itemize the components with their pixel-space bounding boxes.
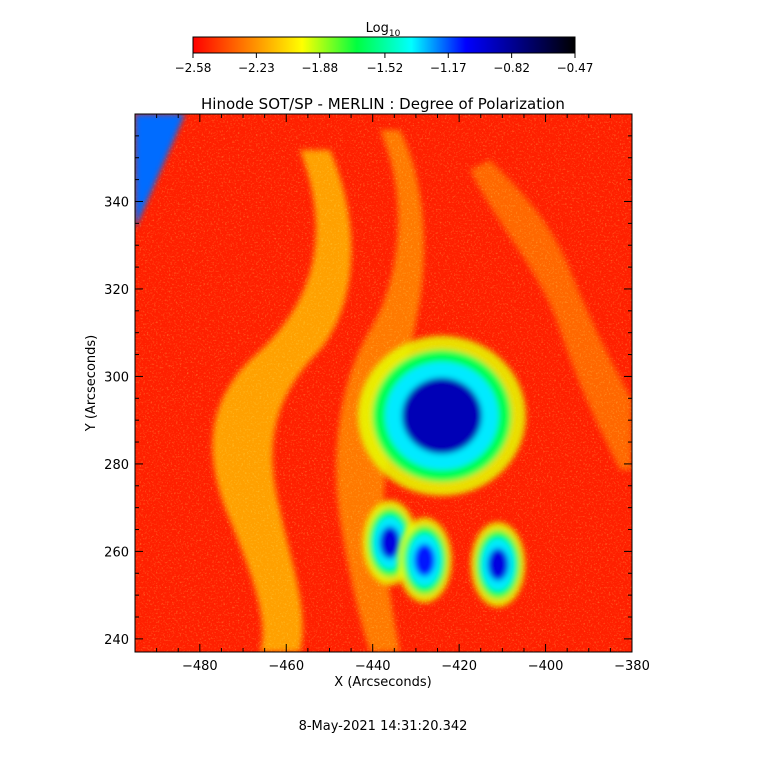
colorbar-tick-label: −2.58: [175, 61, 212, 75]
colorbar-tick-label: −1.88: [301, 61, 338, 75]
colorbar-tick-label: −2.23: [238, 61, 275, 75]
x-tick-label: −440: [355, 659, 391, 674]
pore-feature: [397, 517, 452, 603]
colorbar: Log10 −2.58 −2.23 −1.88 −1.52 −1.17 −0.82 −0.4…: [175, 21, 594, 75]
y-tick-label: 260: [104, 545, 129, 560]
timestamp: 8-May-2021 14:31:20.342: [299, 719, 468, 734]
colorbar-label-subscript: 10: [389, 29, 401, 39]
heatmap: [135, 114, 632, 652]
feature-contour: [401, 377, 482, 454]
x-axis-label: X (Arcseconds): [334, 675, 431, 690]
y-axis: 240 260 280 300 320 340: [104, 135, 632, 648]
x-tick-label: −420: [441, 659, 477, 674]
y-tick-label: 340: [104, 195, 129, 210]
x-axis: −480 −460 −440 −420 −400 −380: [134, 114, 650, 674]
pore-feature: [470, 522, 526, 608]
x-tick-label: −380: [614, 659, 650, 674]
pore-feature: [362, 500, 418, 586]
limb-shape: [135, 114, 185, 229]
y-tick-label: 320: [104, 283, 129, 298]
colorbar-tick-label: −1.17: [430, 61, 467, 75]
feature-contour: [414, 543, 435, 577]
colorbar-label: Log10: [366, 21, 401, 39]
y-tick-label: 240: [104, 633, 129, 648]
features-layer: [135, 114, 526, 608]
limb-feature: [135, 114, 185, 229]
x-tick-label: −480: [182, 659, 218, 674]
colorbar-tick-label: −0.82: [493, 61, 530, 75]
y-tick-label: 280: [104, 458, 129, 473]
chart-title: Hinode SOT/SP - MERLIN : Degree of Polar…: [201, 95, 565, 113]
colorbar-ticks: −2.58 −2.23 −1.88 −1.52 −1.17 −0.82 −0.47: [175, 53, 594, 75]
feature-contour: [487, 548, 509, 581]
umbra-feature: [357, 335, 526, 496]
x-tick-label: −460: [268, 659, 304, 674]
feature-contour: [379, 526, 401, 559]
x-tick-label: −400: [528, 659, 564, 674]
colorbar-strip: [192, 36, 576, 54]
colorbar-tick-label: −0.47: [557, 61, 594, 75]
plot-frame: [134, 113, 633, 653]
y-tick-label: 300: [104, 370, 129, 385]
y-axis-label: Y (Arcseconds): [84, 335, 99, 432]
colorbar-tick-label: −1.52: [367, 61, 404, 75]
